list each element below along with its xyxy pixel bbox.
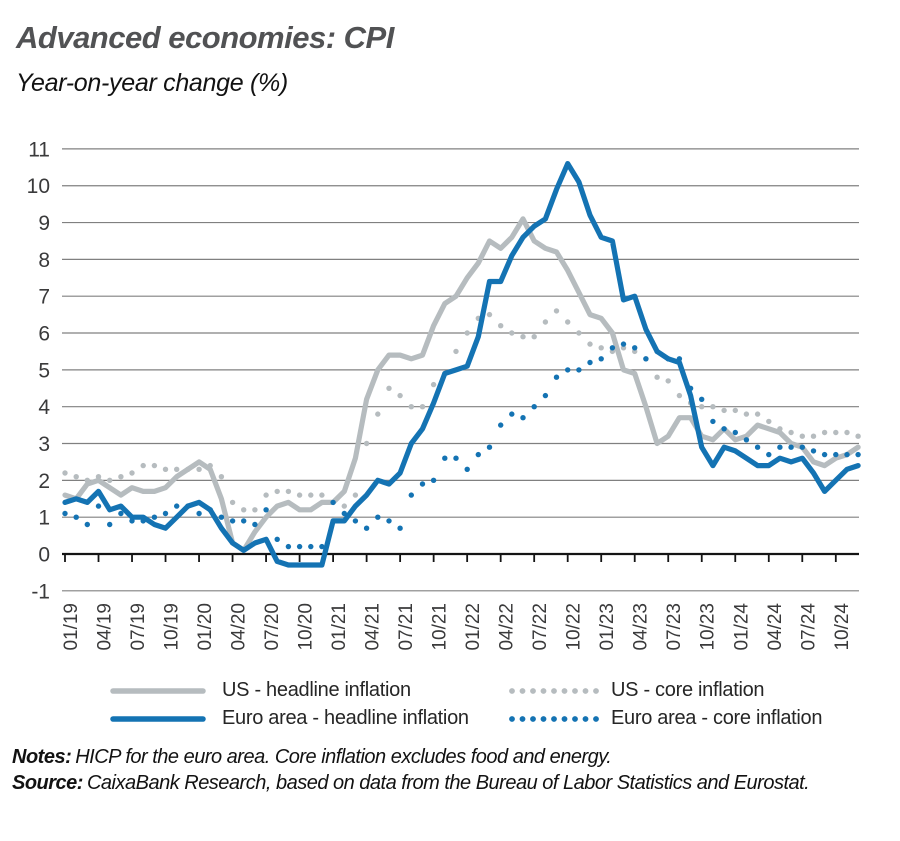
svg-text:10/22: 10/22 [564, 603, 585, 651]
svg-text:01/23: 01/23 [597, 603, 618, 651]
svg-text:7: 7 [38, 286, 50, 309]
source: Source: CaixaBank Research, based on data… [12, 772, 810, 795]
notes: Notes: HICP for the euro area. Core infla… [12, 746, 612, 769]
euro-core-line-swatch [508, 712, 600, 730]
notes-text: HICP for the euro area. Core inflation e… [75, 746, 612, 768]
x-axis-labels: 01/19 04/19 07/19 10/19 01/20 04/20 07/20 10/20… [61, 603, 853, 651]
svg-text:6: 6 [38, 323, 50, 346]
svg-text:04/23: 04/23 [631, 603, 652, 651]
svg-text:2: 2 [38, 470, 50, 493]
svg-text:01/21: 01/21 [329, 603, 350, 651]
svg-text:10/24: 10/24 [832, 603, 853, 651]
svg-text:07/21: 07/21 [396, 603, 417, 651]
svg-text:9: 9 [38, 212, 50, 235]
y-axis-labels: -1 0 1 2 3 4 5 6 7 8 9 10 11 [27, 138, 51, 603]
svg-text:04/21: 04/21 [363, 603, 384, 651]
x-axis [62, 552, 859, 562]
svg-text:07/24: 07/24 [798, 603, 819, 651]
svg-text:01/24: 01/24 [731, 603, 752, 651]
svg-text:10/21: 10/21 [430, 603, 451, 651]
figure-title: Advanced economies: CPI [16, 20, 394, 55]
legend-label-us-headline: US - headline inflation [222, 679, 411, 701]
legend-label-euro-headline: Euro area - headline inflation [222, 707, 469, 729]
svg-text:5: 5 [38, 359, 50, 382]
source-label: Source: [12, 772, 83, 794]
svg-text:04/24: 04/24 [765, 603, 786, 651]
svg-text:04/20: 04/20 [229, 603, 250, 651]
svg-text:01/20: 01/20 [195, 603, 216, 651]
svg-text:1: 1 [38, 507, 50, 530]
us-core-line-swatch [508, 684, 600, 702]
svg-text:10/19: 10/19 [162, 603, 183, 651]
svg-text:07/22: 07/22 [530, 603, 551, 651]
svg-text:0: 0 [38, 544, 50, 567]
svg-text:-1: -1 [31, 580, 50, 603]
svg-text:04/22: 04/22 [497, 603, 518, 651]
svg-text:11: 11 [28, 138, 50, 161]
figure-subtitle: Year-on-year change (%) [16, 69, 288, 97]
svg-text:07/20: 07/20 [262, 603, 283, 651]
svg-text:3: 3 [38, 433, 50, 456]
svg-text:4: 4 [38, 396, 50, 419]
svg-text:10: 10 [27, 175, 50, 198]
source-text: CaixaBank Research, based on data from t… [86, 772, 810, 794]
legend-label-euro-core: Euro area - core inflation [611, 707, 823, 729]
series-euro-area-headline-inflation [62, 160, 861, 568]
notes-label: Notes: [12, 746, 72, 768]
svg-text:07/23: 07/23 [664, 603, 685, 651]
series-us-core-inflation [62, 308, 861, 513]
euro-headline-line-swatch [110, 712, 206, 730]
series-euro-area-core-inflation [62, 341, 861, 550]
svg-text:8: 8 [38, 249, 50, 272]
svg-text:10/23: 10/23 [698, 603, 719, 651]
legend-label-us-core: US - core inflation [611, 679, 765, 701]
cpi-line-chart: -1 0 1 2 3 4 5 6 7 8 9 10 11 01/19 04/19 07/19 10/19 01/2… [27, 138, 861, 651]
series-us-headline-inflation [62, 216, 861, 553]
us-headline-line-swatch [110, 684, 206, 702]
svg-text:01/22: 01/22 [463, 603, 484, 651]
svg-text:07/19: 07/19 [128, 603, 149, 651]
svg-text:04/19: 04/19 [95, 603, 116, 651]
svg-text:01/19: 01/19 [61, 603, 82, 651]
svg-text:10/20: 10/20 [296, 603, 317, 651]
